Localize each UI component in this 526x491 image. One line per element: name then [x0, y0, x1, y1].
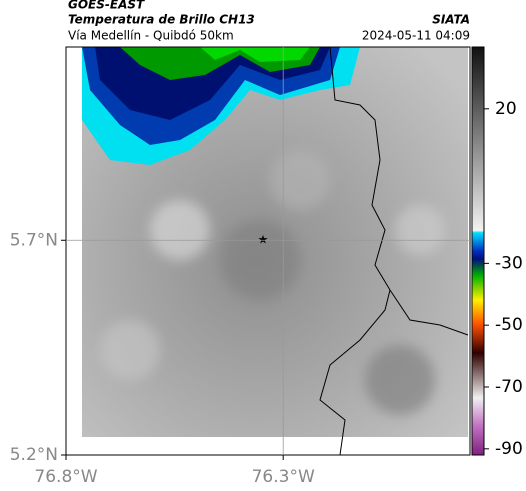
- city-marker: ★: [258, 233, 269, 247]
- subtitle: Temperatura de Brillo CH13: [68, 13, 255, 27]
- y-tick-label: 5.2°N: [10, 445, 58, 465]
- colorbar-tick-label: -30: [495, 253, 523, 273]
- region: Vía Medellín - Quibdó 50km: [68, 29, 234, 43]
- border: [319, 46, 469, 456]
- colorbar-tick-label: -90: [495, 439, 523, 459]
- y-tick-label: 5.7°N: [10, 230, 58, 250]
- title: GOES-EAST: [68, 0, 145, 12]
- satellite-image: ★: [65, 46, 471, 456]
- colorbar: [471, 46, 485, 456]
- timestamp: 2024-05-11 04:09: [362, 29, 470, 43]
- x-tick-label: 76.3°W: [252, 467, 315, 487]
- colorbar-tick-label: 20: [495, 99, 517, 119]
- map-frame: [65, 46, 471, 456]
- source: SIATA: [432, 13, 470, 27]
- colorbar-tick-label: -70: [495, 377, 523, 397]
- colorbar-tick-label: -50: [495, 315, 523, 335]
- x-tick-label: 76.8°W: [34, 467, 97, 487]
